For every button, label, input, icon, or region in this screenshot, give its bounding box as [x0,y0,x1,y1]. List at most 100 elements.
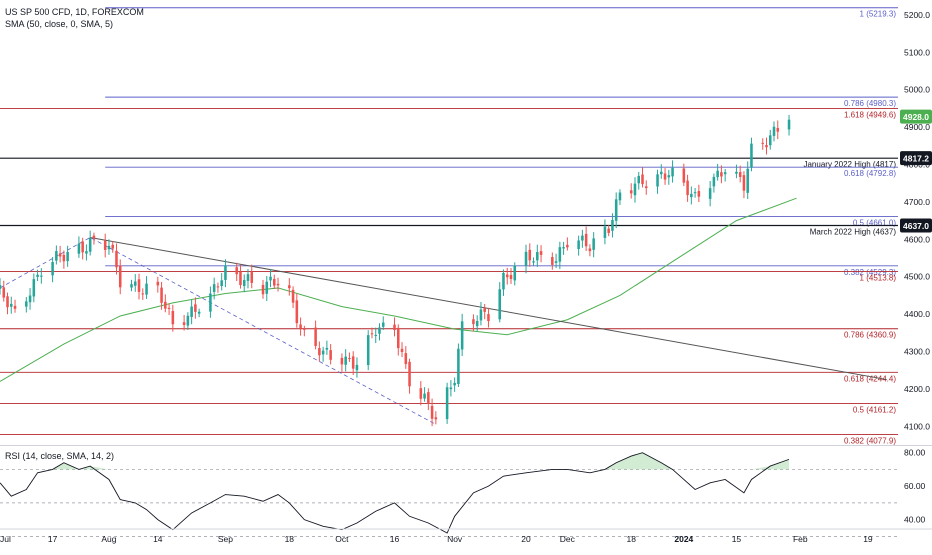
candle-body [261,284,265,295]
symbol-title[interactable]: US SP 500 CFD, 1D, FOREXCOM [5,7,144,17]
candle-body [644,186,648,189]
candle-body [190,306,193,318]
candle-body [584,233,588,247]
level-label: 0.382 (4077.9) [844,437,896,446]
candle-body [603,226,607,238]
candle-body [772,126,776,136]
candle-body [137,279,141,292]
candle-body [738,172,742,178]
candle-body [453,382,456,386]
candle-body [663,173,667,180]
candle-body [716,170,719,178]
candle-body [6,296,9,308]
rsi-overbought-fill [90,466,109,470]
candle-body [607,228,610,233]
candle-body [614,199,618,221]
rsi-overbought-fill [770,459,790,470]
candle-body [472,319,475,325]
candle-body [197,311,201,314]
candle-body [216,286,220,288]
candle-body [194,304,197,312]
sma-indicator-label[interactable]: SMA (50, close, 0, SMA, 5) [5,19,114,29]
candle-body [566,244,569,248]
candle-body [288,285,291,289]
candle-body [235,267,238,275]
price-badge-label: 4637.0 [903,221,929,231]
candle-body [2,287,6,298]
candle-body [40,275,43,277]
candle-body [295,300,299,324]
candle-body [220,280,223,287]
price-tick-label: 4600.0 [904,234,930,244]
candle-body [265,281,269,294]
level-label: 1 (5219.3) [860,10,897,19]
fib-swing-line [0,237,437,425]
candle-body [697,191,701,197]
price-badge [900,151,932,166]
candle-body [77,243,81,254]
candle-body [55,251,58,261]
candle-body [787,119,791,130]
candle-body [276,283,280,286]
candle-body [348,358,351,360]
candle-body [370,333,374,335]
level-label: 0.786 (4360.9) [844,331,896,340]
time-tick-label: 15 [732,534,742,544]
price-badge [900,218,932,233]
candle-body [186,315,190,326]
candle-body [400,348,404,352]
candle-body [641,174,644,185]
candle-body [141,293,145,295]
candle-body [768,135,772,146]
candle-body [532,261,535,263]
time-tick-label: 14 [153,534,163,544]
candle-body [682,168,686,183]
time-tick-label: Dec [560,534,576,544]
candle-body [660,171,663,175]
candle-body [427,392,430,404]
price-badge [900,109,932,124]
candle-body [167,307,171,309]
candle-body [487,314,490,322]
candle-body [164,301,167,309]
candle-body [344,356,347,365]
candle-body [393,324,396,330]
level-label: January 2022 High (4817) [803,160,896,169]
candle-body [475,321,479,327]
price-tick-label: 4100.0 [904,421,930,431]
candle-body [712,176,716,187]
level-label: 1.618 (4949.6) [844,111,896,120]
candle-body [765,145,768,148]
candle-body [577,240,580,250]
rsi-indicator-label[interactable]: RSI (14, close, SMA, 14, 2) [5,451,115,461]
candle-body [314,327,317,346]
candle-body [118,265,122,288]
candle-body [536,252,539,261]
candle-body [404,353,408,365]
candle-body [212,284,216,292]
level-label: 0.382 (4529.3) [844,268,896,277]
candle-body [133,281,137,286]
rsi-overbought-fill [642,452,662,470]
level-label: 0.786 (4980.3) [844,99,896,108]
time-tick-label: 17 [48,534,58,544]
time-tick-label: Feb [793,534,808,544]
candle-body [355,364,359,371]
candle-body [723,172,727,175]
candle-body [457,348,460,384]
candle-body [524,251,528,266]
candle-body [408,361,411,387]
candle-body [708,188,712,199]
rsi-overbought-fill [631,452,643,470]
candle-body [629,190,633,194]
candle-body [381,322,385,327]
time-tick-label: Jul [0,534,11,544]
candle-body [51,262,54,276]
candle-body [366,335,370,366]
candle-body [434,417,438,420]
candle-body [562,247,565,249]
candle-body [686,180,689,196]
level-label: 0.5 (4661.0) [853,219,896,228]
